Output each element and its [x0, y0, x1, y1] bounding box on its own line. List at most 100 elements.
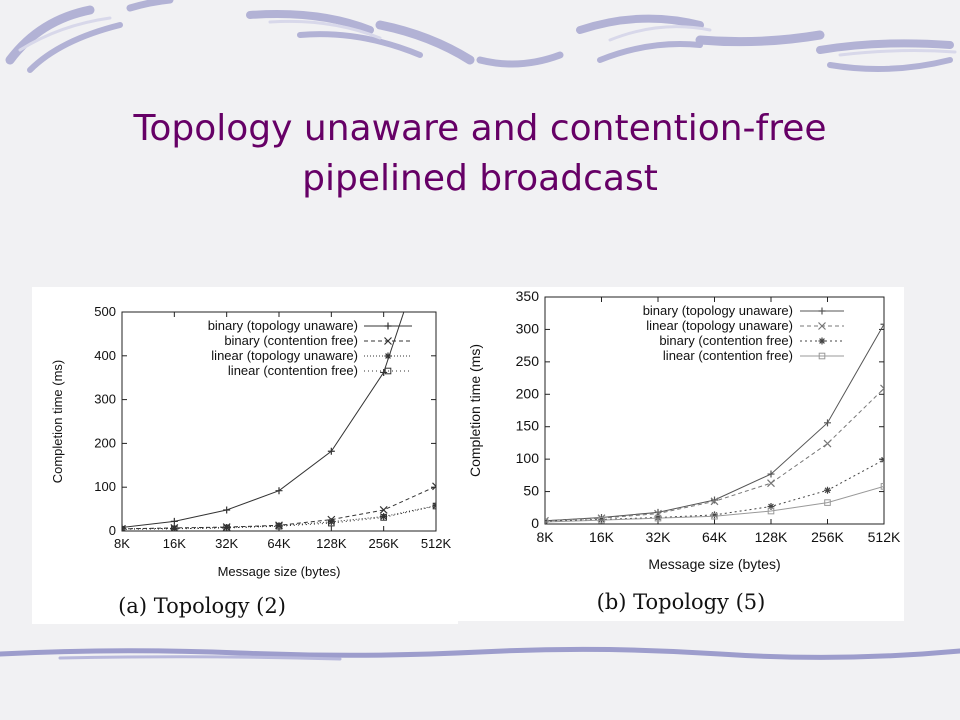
slide-title: Topology unaware and contention-free pip… [0, 104, 960, 204]
chart-b-series-line [545, 485, 884, 523]
chart-b-x-tick-label: 16K [589, 529, 615, 545]
chart-a-x-tick-label: 64K [267, 536, 290, 551]
chart-a-data-point [432, 482, 436, 491]
chart-a-y-tick-label: 0 [109, 523, 116, 538]
chart-b-data-point [824, 499, 831, 506]
chart-a-data-point [380, 514, 387, 521]
chart-b-data-point [880, 483, 884, 490]
chart-a-x-tick-label: 32K [215, 536, 238, 551]
chart-a-x-tick-label: 256K [368, 536, 399, 551]
chart-a-y-tick-label: 100 [94, 479, 116, 494]
chart-b-data-point [767, 479, 775, 488]
chart-b-x-tick-label: 512K [868, 529, 901, 545]
chart-b-y-tick-label: 200 [516, 385, 540, 401]
chart-b-data-point [824, 419, 831, 427]
chart-panel-b: 0 50 100 150 200 250 300 350 8K 16K 32K 64K 128K 256K… [458, 287, 904, 621]
chart-a-y-tick-label: 200 [94, 435, 116, 450]
chart-b-data-point [711, 512, 718, 520]
chart-a-data-point [170, 517, 178, 525]
chart-a-y-tick-label: 300 [94, 392, 116, 407]
chart-b-y-tick-label: 0 [531, 515, 539, 531]
chart-b-y-axis-label: Completion time (ms) [467, 344, 483, 477]
chart-b-data-point [880, 456, 884, 464]
chart-a-data-point [380, 513, 388, 521]
chart-b-legend-label: linear (topology unaware) [646, 318, 793, 333]
chart-a-legend-label: linear (contention free) [228, 363, 358, 378]
chart-a-data-point [122, 525, 126, 531]
chart-a-caption: (a) Topology (2) [118, 594, 286, 618]
chart-a-legend-label: binary (topology unaware) [208, 318, 358, 333]
chart-b-legend-marker [818, 352, 826, 360]
chart-a-data-point [380, 368, 388, 376]
chart-a-data-point [328, 519, 335, 527]
chart-b-plot-area [545, 320, 884, 524]
chart-a-y-tick-label: 500 [94, 304, 116, 319]
chart-b-legend-label: binary (topology unaware) [643, 303, 793, 318]
chart-b-caption: (b) Topology (5) [597, 590, 766, 614]
chart-b-data-point [598, 515, 605, 523]
chart-b-x-tick-label: 256K [811, 529, 844, 545]
chart-a-data-point [223, 524, 230, 531]
chart-a-y-tick-label: 400 [94, 348, 116, 363]
chart-b-data-point [654, 514, 662, 522]
chart-a: 0 100 200 300 400 500 8K 16K 32K 64K 128K 256K 512K M… [50, 304, 452, 618]
chart-b-data-point [598, 516, 605, 524]
chart-a-x-axis-label: Message size (bytes) [218, 564, 341, 579]
chart-a-data-point [171, 525, 178, 531]
chart-a-data-point [275, 487, 283, 495]
chart-a-data-point [432, 502, 436, 510]
chart-a-data-point [327, 447, 335, 455]
chart-b-data-point [824, 486, 831, 494]
chart-b-x-tick-label: 32K [646, 529, 672, 545]
chart-a-legend-marker [384, 322, 392, 330]
chart-b-legend-marker [818, 307, 826, 315]
chart-a-data-point [223, 506, 231, 514]
chart-a-legend-marker [384, 367, 392, 375]
bottom-divider [0, 646, 960, 661]
chart-a-plot-area [122, 312, 436, 531]
chart-b: 0 50 100 150 200 250 300 350 8K 16K 32K 64K 128K 256K… [467, 288, 901, 614]
chart-b-y-tick-label: 300 [516, 320, 540, 336]
chart-b-data-point [823, 439, 832, 448]
chart-b-x-tick-label: 8K [536, 529, 554, 545]
chart-panel-a: 0 100 200 300 400 500 8K 16K 32K 64K 128K 256K 512K M… [32, 287, 458, 624]
chart-b-legend-marker [818, 337, 826, 345]
chart-b-y-tick-label: 150 [516, 418, 540, 434]
chart-b-data-point [767, 470, 775, 478]
chart-a-x-tick-label: 128K [316, 536, 347, 551]
chart-b-y-tick-label: 250 [516, 353, 540, 369]
chart-a-data-point [379, 506, 388, 514]
chart-b-data-point [767, 502, 775, 510]
chart-b-data-point [545, 518, 549, 524]
chart-a-y-axis-label: Completion time (ms) [50, 360, 65, 484]
chart-b-data-point [880, 384, 884, 393]
chart-b-data-point [767, 507, 775, 515]
chart-a-data-point [275, 522, 283, 530]
chart-a-legend-marker [384, 337, 392, 345]
chart-a-legend-label: linear (topology unaware) [211, 348, 358, 363]
chart-a-x-tick-label: 512K [421, 536, 452, 551]
chart-b-y-tick-label: 50 [523, 483, 539, 499]
chart-b-data-point [710, 497, 719, 506]
chart-b-data-point [880, 320, 884, 328]
chart-b-data-point [711, 511, 718, 519]
chart-a-legend-marker [384, 352, 392, 360]
slide-title-line-2: pipelined broadcast [302, 158, 658, 199]
chart-b-legend-label: linear (contention free) [663, 348, 793, 363]
slide-title-line-1: Topology unaware and contention-free [133, 108, 827, 149]
chart-b-x-tick-label: 64K [702, 529, 728, 545]
chart-a-data-point [327, 518, 335, 526]
chart-a-x-tick-label: 16K [163, 536, 186, 551]
chart-a-data-point [275, 522, 283, 530]
chart-b-legend-label: binary (contention free) [659, 333, 793, 348]
chart-a-series-line [122, 505, 436, 530]
chart-b-y-tick-label: 100 [516, 450, 540, 466]
chart-b-y-tick-label: 350 [516, 288, 540, 304]
chart-b-legend-marker [818, 322, 826, 330]
chart-a-legend-label: binary (contention free) [224, 333, 358, 348]
chart-b-x-tick-label: 128K [755, 529, 788, 545]
chart-a-x-tick-label: 8K [114, 536, 130, 551]
chart-b-data-point [711, 496, 718, 504]
chart-b-data-point [654, 514, 662, 522]
